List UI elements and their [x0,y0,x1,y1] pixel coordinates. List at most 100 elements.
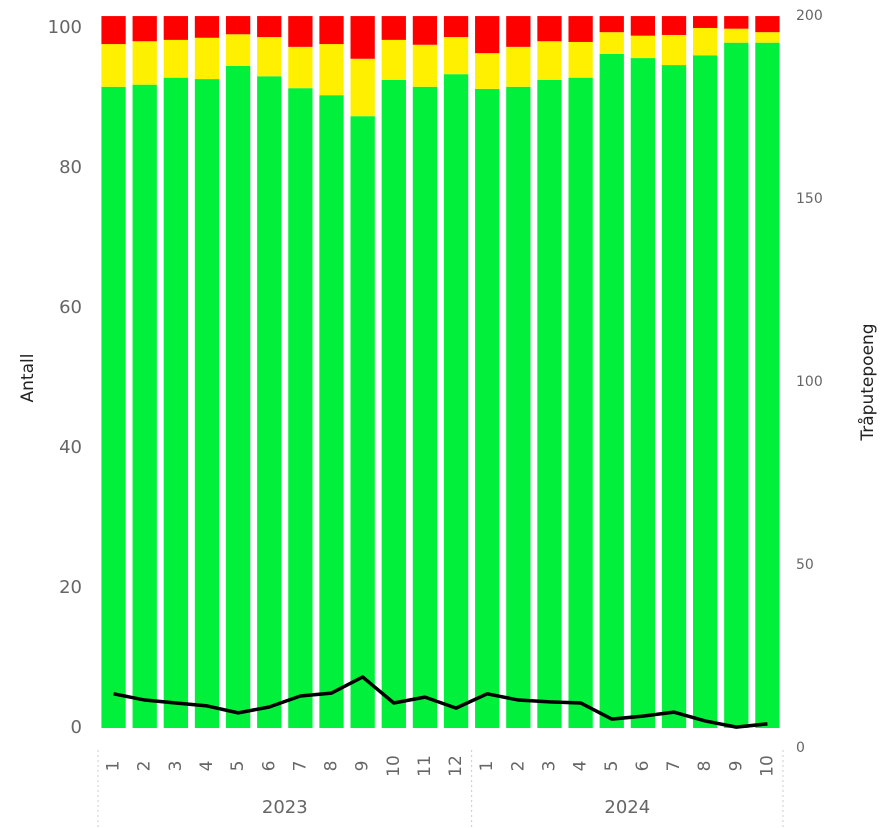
y-tick-label: 20 [59,577,82,598]
bar-segment [630,35,656,59]
bar-segment [443,16,469,38]
bar-segment [101,44,126,87]
bar-segment [412,16,438,45]
bar-segment [194,37,220,80]
bar-segment [101,86,126,728]
y-tick-label: 60 [59,297,82,318]
bar-segment [319,16,344,45]
x-tick-label: 9 [353,761,373,772]
y-tick-label: 40 [59,437,82,458]
x-tick-label: 3 [539,761,559,772]
x-tick-label: 5 [602,761,622,772]
bar-segment [724,16,749,29]
x-tick-label: 6 [259,761,279,772]
bar-segment [350,116,375,728]
bar-segment [225,65,251,728]
bar-segment [755,16,780,33]
x-tick-label: 3 [166,761,186,772]
bar-segment [381,39,406,80]
x-tick-label: 4 [571,761,591,772]
y2-tick-label: 0 [796,740,805,756]
x-tick-label: 8 [695,761,715,772]
bar-segment [194,79,220,728]
bar-segment [537,41,562,80]
bar-segment [475,88,500,728]
line [113,675,768,729]
bar-segment [568,16,593,42]
x-tick-label: 4 [197,761,217,772]
bar-segment [443,37,469,75]
bar-segment [225,34,251,66]
y2-axis-label: Tråputepoeng [857,323,878,441]
x-tick-label: 9 [726,761,746,772]
bar-segment [599,53,624,728]
bar-segment [693,27,718,56]
bar-segment [755,32,780,43]
y-tick-label: 0 [71,717,82,738]
bar-segment [693,55,718,728]
x-tick-label: 7 [664,761,684,772]
x-tick-label: 7 [290,761,310,772]
bar-segment [693,16,718,28]
x-tick-label: 12 [446,755,466,777]
bar-segment [194,16,220,38]
bar-segment [288,88,313,728]
y-axis-label: Antall [18,354,38,403]
x-tick-label: 8 [322,761,342,772]
bar-segment [288,16,313,47]
bar-segment [257,37,282,77]
bar-segment [412,44,438,87]
bar-segment [132,84,157,728]
bar-segment [630,16,656,36]
bar-segment [288,46,313,89]
bar-segment [599,16,624,33]
x-tick-label: 1 [477,761,497,772]
bar-segment [568,77,593,728]
bar-segment [630,58,656,728]
bar-segment [381,16,406,40]
x-tick-label: 2 [135,761,155,772]
bar-segment [350,16,375,59]
bar-segment [599,32,624,54]
x-tick-label: 1 [104,761,124,772]
bar-segment [101,16,126,45]
bar-segment [661,65,687,728]
bar-segment [568,41,593,78]
bar-segment [257,76,282,728]
bar-segment [506,16,531,47]
bar-segment [163,16,188,40]
y2-tick-label: 50 [796,557,814,573]
y2-tick-label: 150 [796,191,823,207]
y2-tick-label: 200 [796,8,823,24]
x-tick-label: 5 [228,761,248,772]
bar-segment [319,95,344,728]
bar-segment [132,16,157,42]
bar-segment [475,53,500,89]
x-group-label: 2023 [262,797,308,818]
bar-segment [506,86,531,728]
y2-tick-label: 100 [796,374,823,390]
bar-segment [225,16,251,35]
bar-segment [755,42,780,728]
bar-segment [257,16,282,38]
bar-segment [506,46,531,87]
bar-segment [724,42,749,728]
bar-segment [412,86,438,728]
x-tick-label: 10 [757,755,777,777]
bar-segment [163,39,188,78]
bar-segment [132,41,157,85]
y-tick-label: 100 [48,17,82,38]
x-tick-label: 11 [415,755,435,777]
bar-segment [163,77,188,728]
x-tick-label: 10 [384,755,404,777]
x-group-label: 2024 [604,797,650,818]
bar-segment [661,34,687,66]
bar-segment [381,79,406,728]
bar-segment [319,44,344,96]
x-tick-label: 2 [508,761,528,772]
bar-segment [350,58,375,117]
bar-segment [537,79,562,728]
bar-segment [537,16,562,42]
bar-segment [661,16,687,35]
